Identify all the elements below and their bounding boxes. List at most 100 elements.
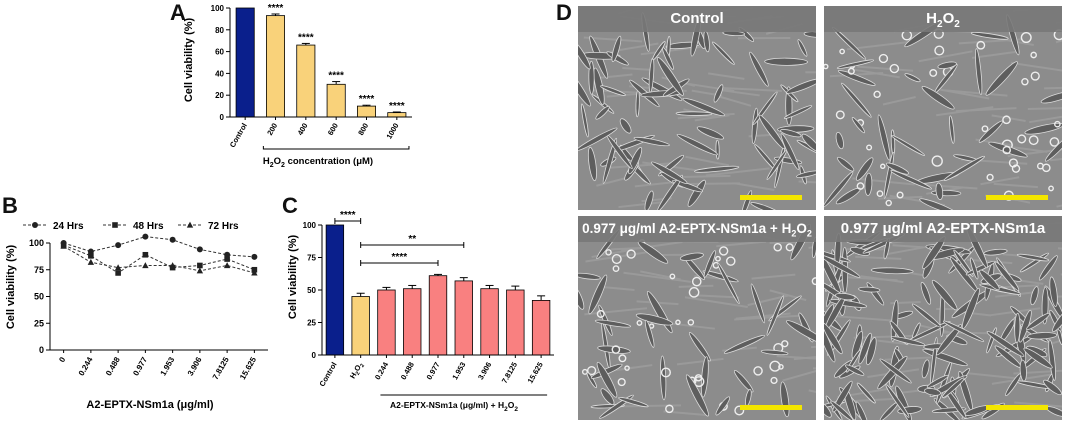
spindle-cell — [890, 134, 926, 156]
spindle-cell — [657, 174, 683, 210]
x-tick-label: 1.953 — [159, 355, 177, 377]
rounded-cell — [931, 155, 943, 167]
bar — [266, 15, 286, 118]
spindle-cell — [715, 396, 731, 416]
chart-a: Cell viability (%) 0 20 40 60 80 100 Control **… — [183, 3, 412, 169]
x-tick-label: 0.977 — [131, 355, 149, 377]
spindle-cell — [675, 111, 713, 116]
spindle-cell — [921, 359, 930, 379]
spindle-cell — [1026, 312, 1051, 331]
texture-streak — [882, 96, 916, 106]
significance-label: **** — [268, 3, 284, 14]
spindle-cell — [652, 41, 666, 61]
texture-streak — [721, 86, 782, 93]
rounded-cell — [611, 254, 622, 265]
texture-streak — [607, 162, 674, 169]
spindle-cell — [600, 388, 615, 405]
x-tick-label: 0 — [57, 355, 67, 364]
rounded-cell — [1002, 145, 1011, 155]
texture-streak — [837, 315, 900, 323]
chart-c-ylabel: Cell viability (%) — [287, 234, 299, 319]
spindle-cell — [936, 324, 962, 356]
texture-streak — [798, 180, 816, 184]
spindle-cell — [830, 400, 854, 420]
spindle-cell — [586, 372, 597, 389]
spindle-cell — [870, 267, 914, 275]
texture-streak — [960, 371, 1023, 380]
spindle-cell — [885, 384, 910, 418]
spindle-cell — [723, 334, 765, 354]
spindle-cell — [824, 254, 861, 278]
marker-triangle — [142, 262, 149, 269]
x-tick-label: 0.488 — [104, 355, 122, 377]
panel-letter-a: A — [170, 0, 186, 25]
micrograph-treatment-h2o2: 0.977 μg/ml A2-EPTX-NSm1a + H2O2 — [578, 216, 816, 420]
chart-c-xlabel: A2-EPTX-NSm1a (μg/ml) + H2O2 — [390, 400, 518, 413]
spindle-cell — [1044, 134, 1062, 162]
legend-label: 24 Hrs — [53, 221, 84, 232]
bar — [356, 105, 376, 118]
spindle-cell — [1014, 312, 1021, 344]
texture-streak — [684, 296, 748, 309]
spindle-cell — [826, 319, 851, 356]
x-tick-label: Control — [228, 122, 249, 150]
bar — [480, 288, 499, 356]
spindle-cell — [633, 136, 670, 147]
spindle-cell — [949, 115, 955, 144]
rounded-cell — [618, 354, 627, 363]
bar — [235, 7, 255, 118]
spindle-cell — [1030, 286, 1039, 306]
spindle-cell — [650, 161, 688, 184]
texture-streak — [584, 307, 648, 316]
spindle-cell — [836, 59, 875, 69]
significance-label: **** — [340, 210, 356, 221]
spindle-cell — [1048, 339, 1056, 381]
spindle-cell — [924, 388, 941, 396]
marker-circle — [32, 222, 38, 228]
bar — [531, 300, 551, 356]
spindle-cell — [578, 286, 585, 310]
spindle-cell — [618, 397, 649, 408]
spindle-cell — [920, 281, 932, 305]
texture-streak — [734, 314, 800, 321]
spindle-cell — [749, 51, 769, 87]
scale-bar — [740, 405, 802, 410]
x-tick-label: 0.977 — [425, 361, 442, 382]
rounded-cell — [773, 242, 782, 252]
spindle-cell — [596, 361, 618, 398]
bar — [506, 289, 525, 356]
spindle-cell — [937, 61, 957, 70]
x-tick-label: 7.8125 — [211, 355, 231, 381]
y-tick-label: 50 — [307, 286, 316, 295]
spindle-cell — [766, 295, 785, 336]
rounded-cell — [753, 366, 763, 376]
spindle-cell — [824, 322, 843, 355]
y-tick-label: 0 — [39, 345, 44, 355]
marker-square — [112, 222, 118, 228]
marker-triangle — [196, 267, 204, 274]
rounded-cell — [981, 125, 989, 133]
marker-square — [142, 251, 149, 258]
texture-streak — [918, 183, 978, 190]
rounded-cell — [1017, 134, 1027, 144]
texture-streak — [892, 244, 923, 249]
spindle-cell — [877, 355, 908, 390]
texture-streak — [918, 50, 973, 63]
y-tick-label: 25 — [34, 318, 44, 328]
spindle-cell — [986, 331, 1025, 357]
y-tick-label: 40 — [215, 69, 224, 78]
rounded-cell — [715, 255, 721, 262]
texture-streak — [751, 273, 796, 280]
scale-bar — [986, 405, 1048, 410]
y-tick-label: 20 — [215, 91, 224, 100]
texture-streak — [1014, 401, 1062, 408]
rounded-cell — [693, 376, 705, 388]
spindle-cell — [1023, 347, 1053, 369]
rounded-cell — [636, 319, 643, 326]
x-tick-label: 600 — [326, 122, 340, 137]
rounded-cell — [1002, 115, 1011, 125]
x-tick-label: 1000 — [384, 122, 400, 141]
rounded-cell — [1030, 51, 1037, 59]
rounded-cell — [781, 340, 789, 348]
chart-c: Cell viability (%) 0 25 50 75 100 Control H2O2… — [287, 210, 554, 413]
